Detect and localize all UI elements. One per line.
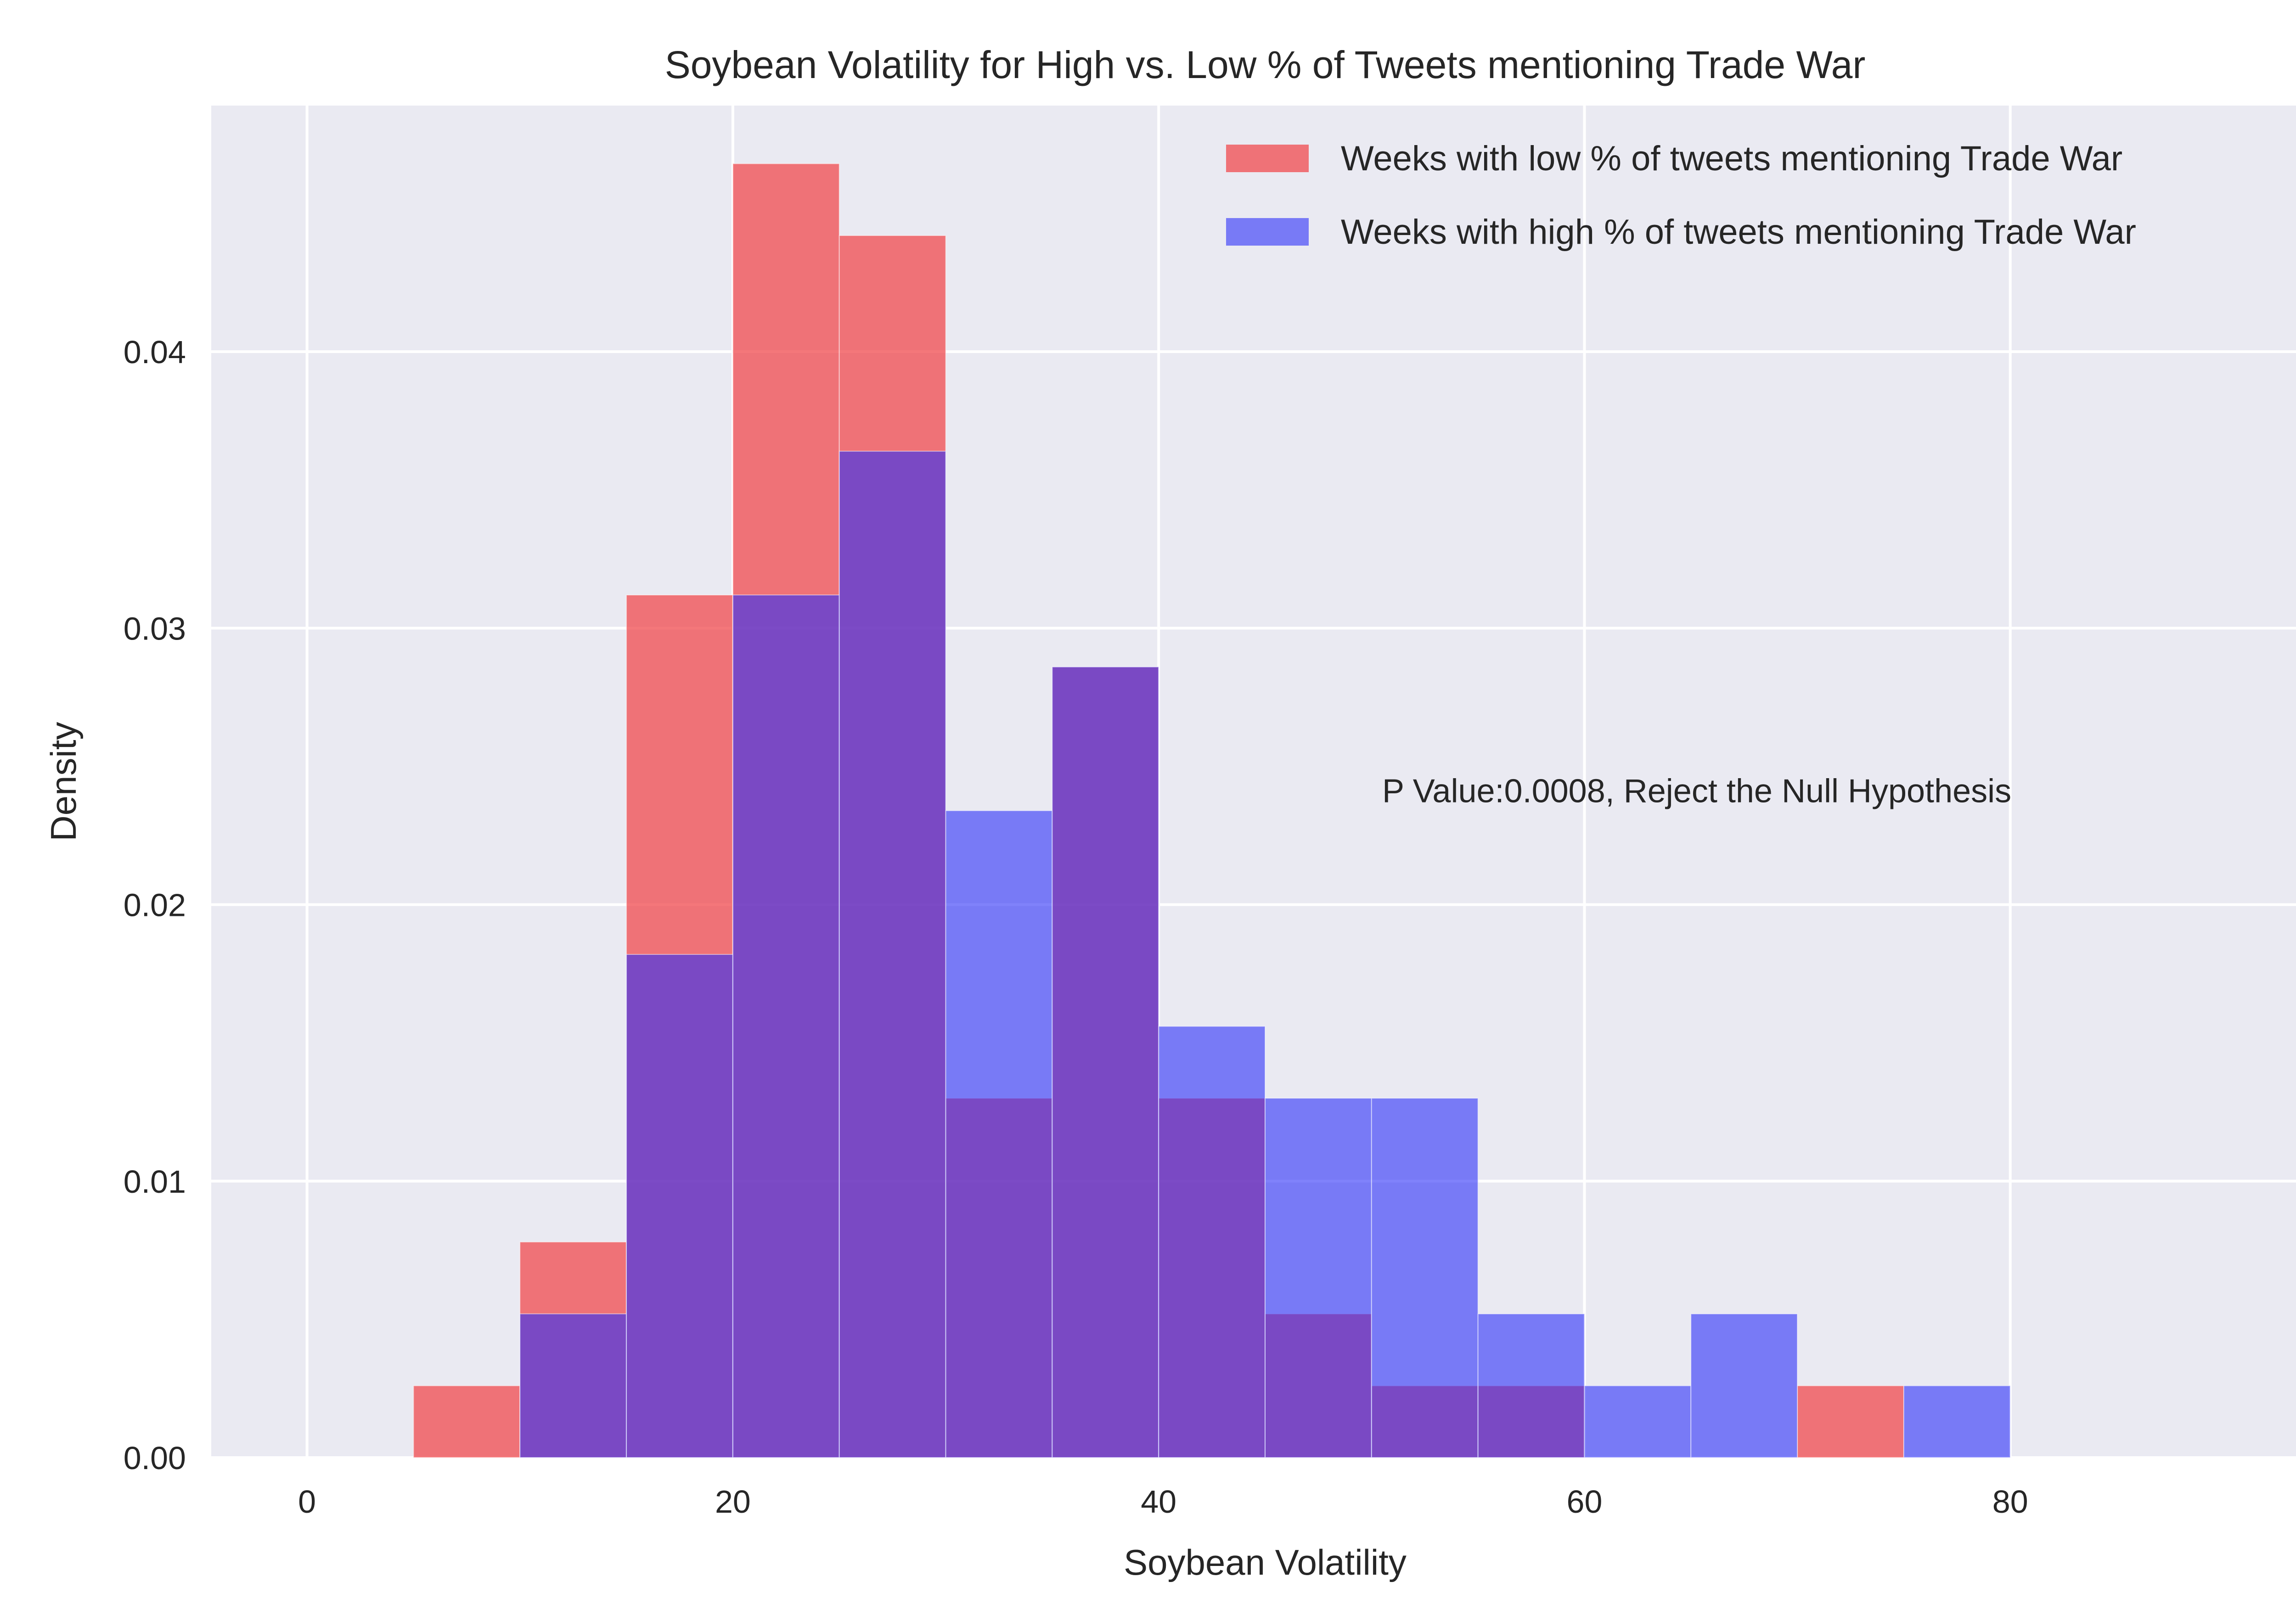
bar-series-2 (626, 954, 733, 1459)
bar-series-2 (732, 594, 840, 1458)
bar-series-1 (413, 1385, 521, 1458)
y-tick-label: 0.02 (124, 887, 186, 923)
x-tick-label: 20 (715, 1484, 751, 1520)
legend-swatch-2 (1226, 218, 1309, 246)
x-tick-label: 60 (1567, 1484, 1603, 1520)
bar-series-2 (1903, 1385, 2011, 1458)
x-tick-label: 0 (298, 1484, 316, 1520)
bar-series-2 (1477, 1313, 1585, 1459)
y-tick-label: 0.03 (124, 611, 186, 646)
bar-series-2 (1584, 1385, 1692, 1458)
bar-series-2 (1158, 1026, 1266, 1458)
legend-label-2: Weeks with high % of tweets mentioning T… (1341, 213, 2136, 252)
legend: Weeks with low % of tweets mentioning Tr… (1226, 139, 2136, 252)
bar-series-2 (838, 450, 946, 1459)
bar-series-1 (1797, 1385, 1904, 1458)
legend-label-1: Weeks with low % of tweets mentioning Tr… (1341, 139, 2122, 178)
y-axis-ticks: 0.00 0.01 0.02 0.03 0.04 (124, 334, 186, 1476)
bar-series-2 (1265, 1098, 1372, 1458)
legend-swatch-1 (1226, 145, 1309, 172)
bar-series-2 (1371, 1098, 1479, 1458)
bar-series-2 (1052, 666, 1159, 1458)
y-tick-label: 0.00 (124, 1440, 186, 1476)
histogram-bars (413, 163, 2011, 1459)
p-value-annotation: P Value:0.0008, Reject the Null Hypothes… (1382, 773, 2011, 810)
x-axis-label: Soybean Volatility (1124, 1542, 1407, 1582)
y-tick-label: 0.04 (124, 334, 186, 370)
bar-series-2 (945, 810, 1053, 1458)
x-axis-ticks: 0 20 40 60 80 (298, 1484, 2028, 1520)
y-tick-label: 0.01 (124, 1164, 186, 1200)
chart-title: Soybean Volatility for High vs. Low % of… (665, 43, 1866, 86)
y-axis-label: Density (43, 722, 84, 841)
x-tick-label: 80 (1992, 1484, 2028, 1520)
bar-series-2 (1690, 1313, 1798, 1459)
x-tick-label: 40 (1141, 1484, 1176, 1520)
bar-series-2 (519, 1313, 627, 1459)
